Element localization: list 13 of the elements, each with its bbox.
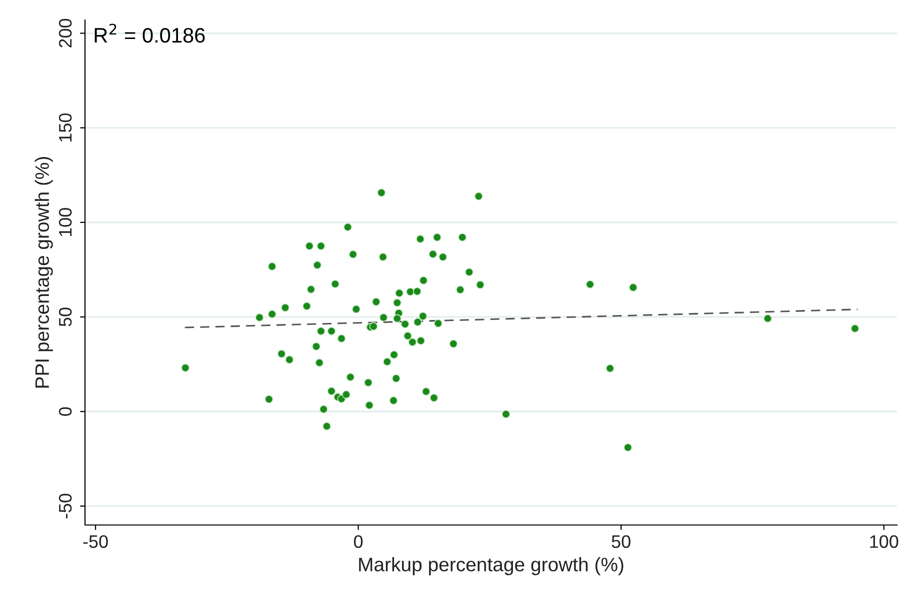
annotation: R$^{2}$ = 0.0186 bbox=[94, 24, 205, 43]
y-tick-label: -50 bbox=[58, 494, 72, 518]
y-tick-label: 50 bbox=[58, 308, 72, 326]
x-tick-label: -50 bbox=[83, 535, 108, 548]
y-tick-label: 100 bbox=[58, 208, 72, 236]
y-tick-label: 150 bbox=[58, 113, 72, 142]
y-tick-label: 200 bbox=[58, 18, 72, 48]
x-tick-label: 0 bbox=[354, 535, 363, 548]
y-axis-title: PPI percentage growth (%) bbox=[34, 156, 53, 388]
x-tick-label: 50 bbox=[612, 535, 630, 548]
x-tick-label: 100 bbox=[870, 535, 898, 548]
x-axis-title: Markup percentage growth (%) bbox=[359, 557, 624, 576]
y-tick-label: 0 bbox=[58, 407, 72, 416]
